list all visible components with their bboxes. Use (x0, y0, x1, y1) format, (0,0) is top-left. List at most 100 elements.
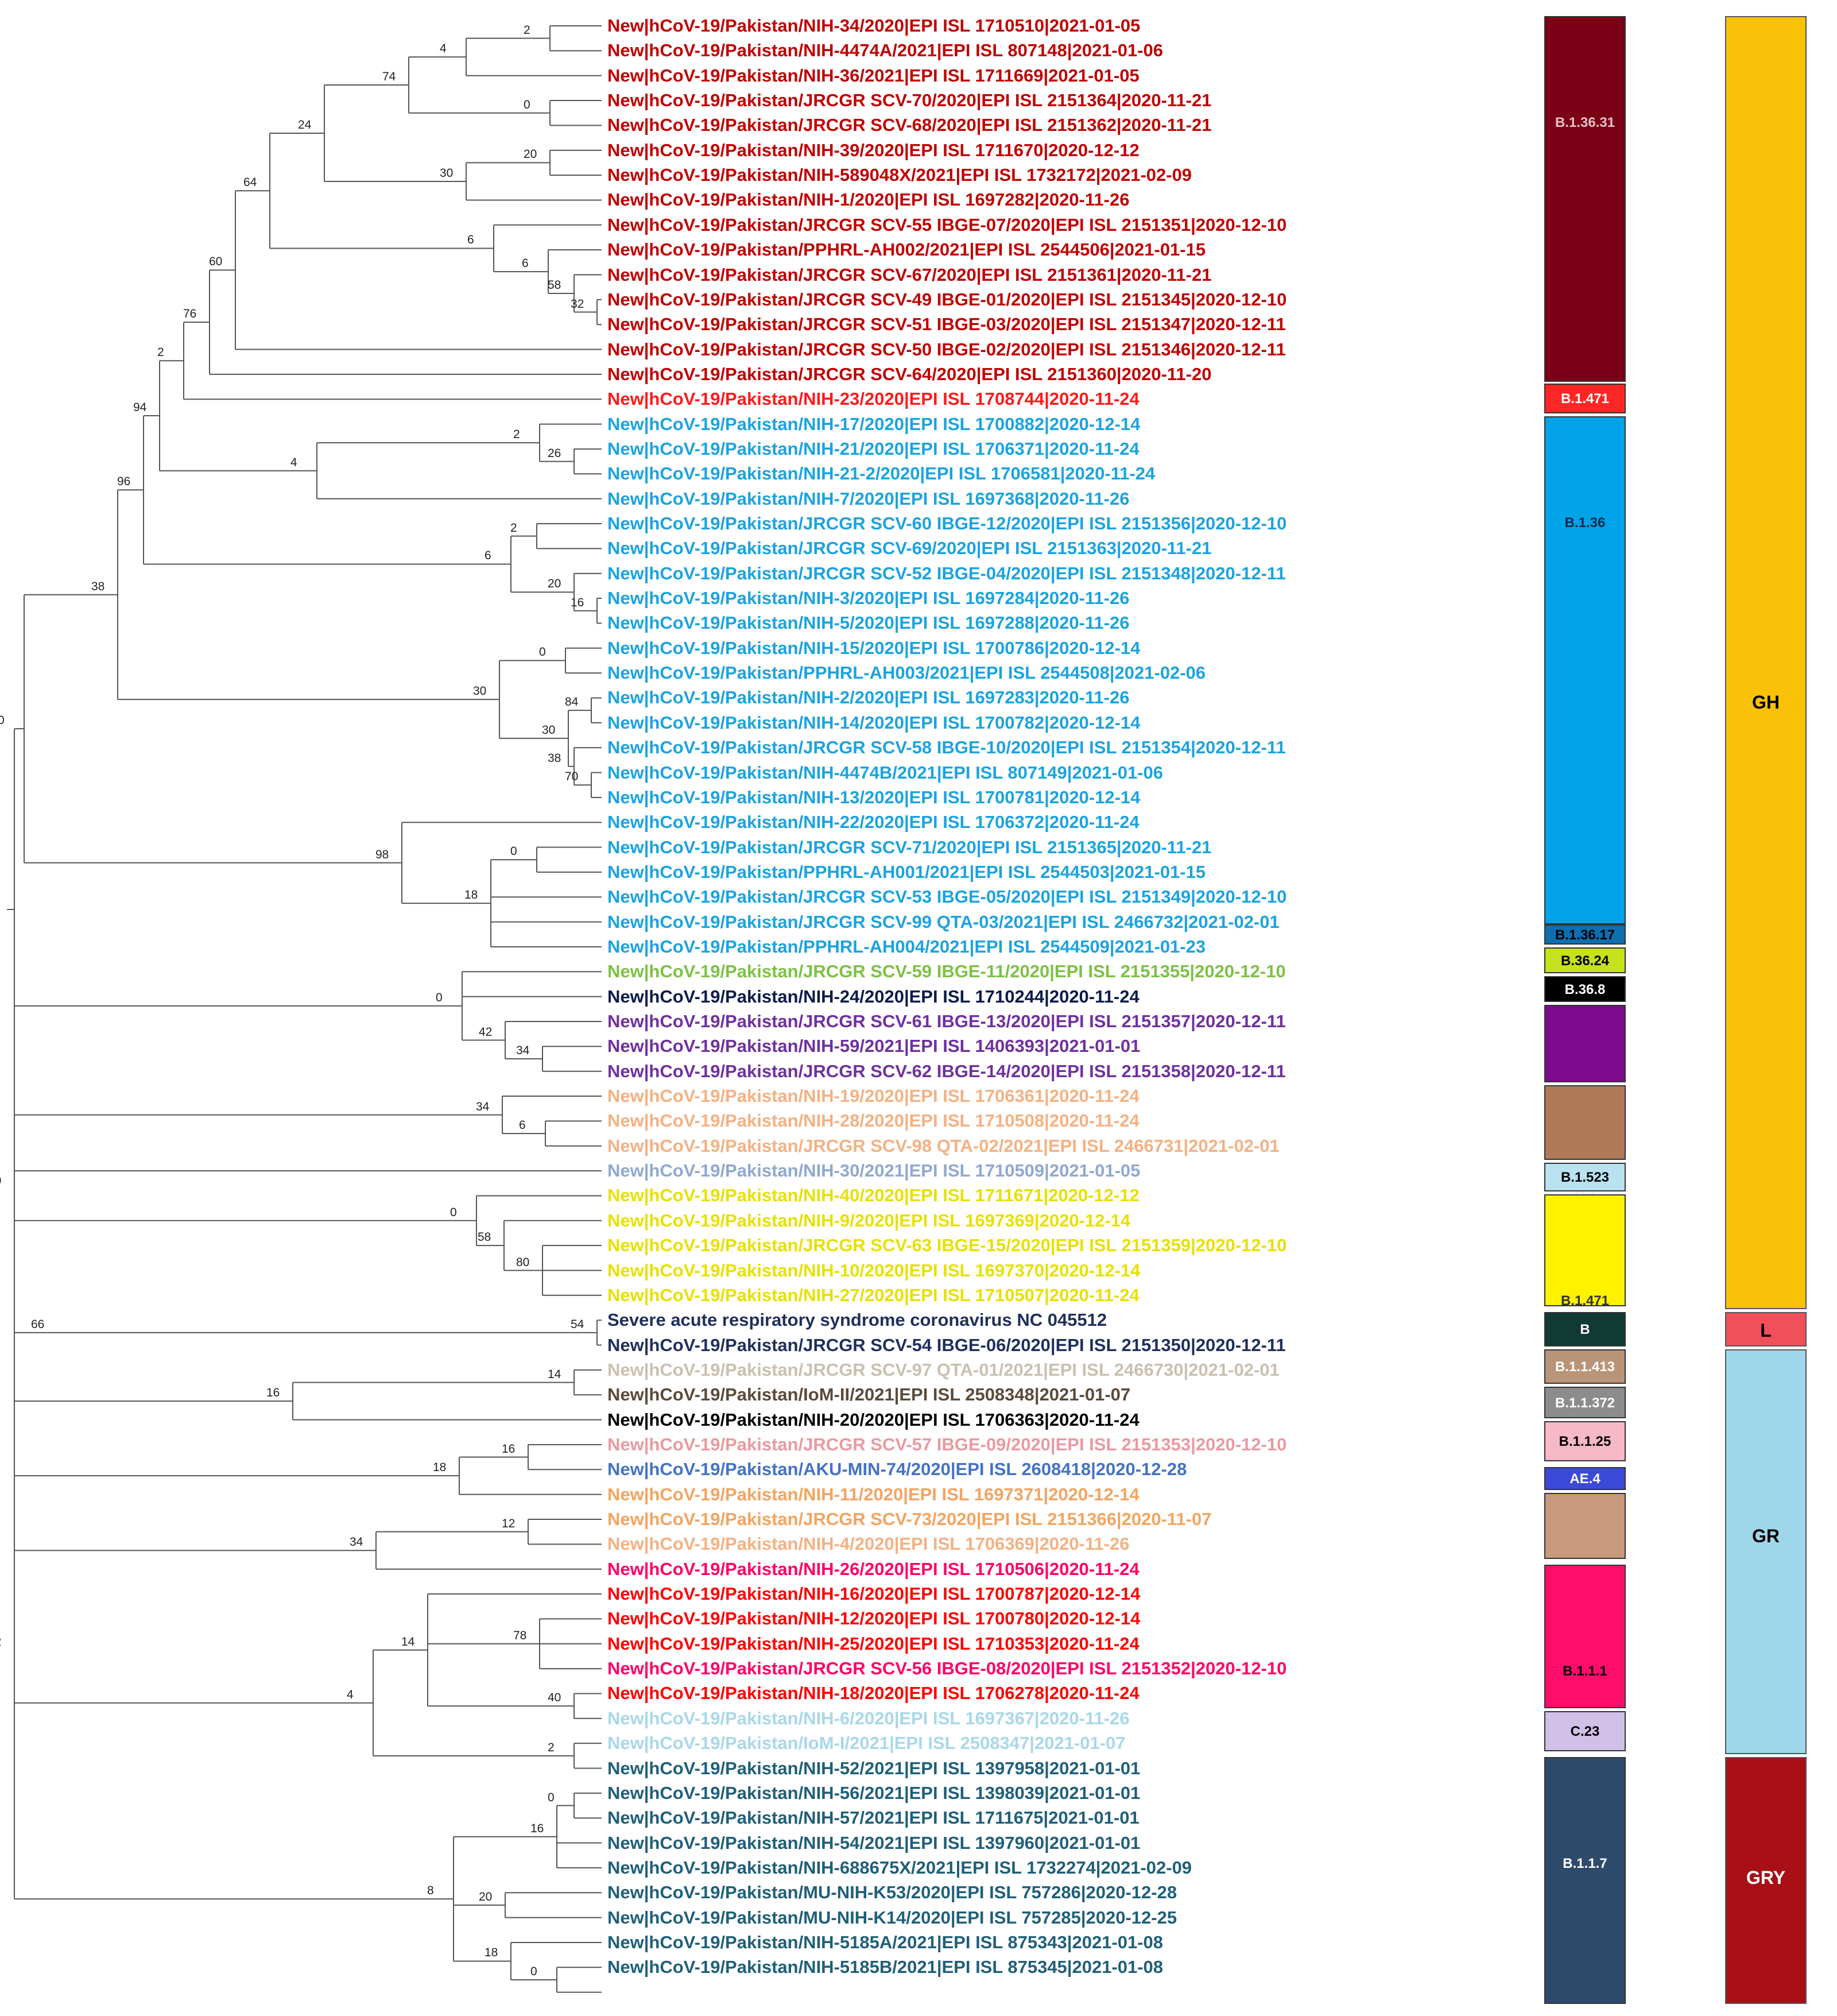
bootstrap-value: 30 (473, 684, 487, 698)
taxon-label: New|hCoV-19/Pakistan/IoM-I/2021|EPI ISL … (607, 1733, 1126, 1754)
lineage-block: B.1.1.372 (1544, 1387, 1626, 1418)
bootstrap-value: 30 (542, 723, 556, 737)
bootstrap-value: 96 (117, 475, 131, 489)
taxon-label: New|hCoV-19/Pakistan/JRCGR SCV-67/2020|E… (607, 264, 1212, 285)
bootstrap-value: 80 (516, 1255, 530, 1269)
taxon-label: New|hCoV-19/Pakistan/NIH-688675X/2021|EP… (607, 1857, 1192, 1878)
lineage-block: B (1544, 1312, 1626, 1346)
lineage-block: B.1.1 (1544, 1493, 1626, 1607)
taxon-label: New|hCoV-19/Pakistan/JRCGR SCV-57 IBGE-0… (607, 1434, 1287, 1454)
taxon-label: New|hCoV-19/Pakistan/NIH-5185B/2021|EPI … (607, 1957, 1164, 1978)
bootstrap-value: 94 (133, 401, 147, 415)
bootstrap-value: 0 (450, 1205, 457, 1219)
taxon-label: New|hCoV-19/Pakistan/JRCGR SCV-63 IBGE-1… (607, 1235, 1287, 1256)
taxon-label: New|hCoV-19/Pakistan/NIH-28/2020|EPI ISL… (607, 1110, 1140, 1131)
bootstrap-value: 34 (476, 1100, 490, 1113)
taxon-label: Severe acute respiratory syndrome corona… (607, 1310, 1107, 1330)
taxon-label: New|hCoV-19/Pakistan/JRCGR SCV-52 IBGE-0… (607, 563, 1286, 583)
lineage-block: AE.4 (1544, 1467, 1626, 1490)
bootstrap-value: 18 (433, 1461, 447, 1475)
bootstrap-value: 64 (243, 176, 257, 189)
bootstrap-value: 0 (530, 1964, 537, 1978)
taxon-label: New|hCoV-19/Pakistan/NIH-22/2020|EPI ISL… (607, 812, 1140, 833)
taxon-label: New|hCoV-19/Pakistan/NIH-15/2020|EPI ISL… (607, 637, 1141, 658)
lineage-label: B.1.523 (1560, 1170, 1610, 1185)
bootstrap-value: 6 (467, 233, 474, 247)
lineage-label: B.1.1.7 (1563, 1856, 1607, 1871)
bootstrap-value: 38 (91, 579, 105, 593)
taxon-label: New|hCoV-19/Pakistan/MU-NIH-K53/2020|EPI… (607, 1882, 1177, 1903)
bootstrap-value: 70 (565, 770, 579, 784)
lineage-label: C.23 (1570, 1724, 1600, 1739)
taxon-label: New|hCoV-19/Pakistan/NIH-10/2020|EPI ISL… (607, 1260, 1141, 1280)
taxon-label: New|hCoV-19/Pakistan/PPHRL-AH002/2021|EP… (607, 239, 1206, 260)
bootstrap-value: 14 (401, 1635, 415, 1649)
taxon-label: New|hCoV-19/Pakistan/JRCGR SCV-69/2020|E… (607, 538, 1212, 559)
taxon-label: New|hCoV-19/Pakistan/JRCGR SCV-62 IBGE-1… (607, 1061, 1286, 1081)
taxon-label: New|hCoV-19/Pakistan/AKU-MIN-74/2020|EPI… (607, 1459, 1187, 1480)
lineage-block: B.1.1.1 (1544, 1565, 1626, 1708)
bootstrap-value: 78 (513, 1628, 527, 1642)
taxon-label: New|hCoV-19/Pakistan/NIH-26/2020|EPI ISL… (607, 1558, 1140, 1579)
taxon-label: New|hCoV-19/Pakistan/NIH-52/2021|EPI ISL… (607, 1758, 1141, 1778)
taxon-label: New|hCoV-19/Pakistan/NIH-20/2020|EPI ISL… (607, 1409, 1140, 1430)
taxon-label: New|hCoV-19/Pakistan/IoM-II/2021|EPI ISL… (607, 1384, 1131, 1405)
taxon-label: New|hCoV-19/Pakistan/JRCGR SCV-59 IBGE-1… (607, 961, 1286, 982)
bootstrap-value: 16 (266, 1386, 280, 1400)
taxon-label: New|hCoV-19/Pakistan/NIH-5/2020|EPI ISL … (607, 613, 1130, 633)
lineage-label: B.1.471 (1560, 391, 1610, 407)
bootstrap-value: 26 (548, 446, 561, 460)
lineage-block: C.23 (1544, 1711, 1626, 1751)
bootstrap-value: 42 (479, 1025, 493, 1039)
bootstrap-value: 0 (436, 990, 443, 1004)
taxon-label: New|hCoV-19/Pakistan/NIH-59/2021|EPI ISL… (607, 1036, 1141, 1057)
taxon-label: New|hCoV-19/Pakistan/NIH-21-2/2020|EPI I… (607, 463, 1156, 484)
taxon-label: New|hCoV-19/Pakistan/NIH-21/2020|EPI ISL… (607, 438, 1140, 459)
bootstrap-value: 2 (548, 1740, 555, 1754)
bootstrap-value: 60 (209, 255, 223, 269)
taxon-label: New|hCoV-19/Pakistan/PPHRL-AH004/2021|EP… (607, 936, 1206, 957)
bootstrap-value: 0 (0, 714, 5, 728)
bootstrap-value: 66 (31, 1317, 45, 1331)
taxon-label: New|hCoV-19/Pakistan/JRCGR SCV-60 IBGE-1… (607, 513, 1287, 533)
bootstrap-value: 58 (548, 278, 561, 292)
taxon-label: New|hCoV-19/Pakistan/NIH-34/2020|EPI ISL… (607, 16, 1141, 36)
taxon-label: New|hCoV-19/Pakistan/NIH-9/2020|EPI ISL … (607, 1210, 1131, 1231)
clade-block: GRY (1725, 1757, 1807, 2004)
taxon-label: New|hCoV-19/Pakistan/NIH-17/2020|EPI ISL… (607, 413, 1141, 434)
taxon-label: New|hCoV-19/Pakistan/NIH-4474A/2021|EPI … (607, 40, 1164, 61)
clade-block: GH (1725, 16, 1807, 1309)
lineage-block: B.1.36.31 (1544, 16, 1626, 382)
taxon-label: New|hCoV-19/Pakistan/JRCGR SCV-71/2020|E… (607, 837, 1212, 857)
taxon-label: New|hCoV-19/Pakistan/NIH-12/2020|EPI ISL… (607, 1608, 1141, 1629)
lineage-label: B (1580, 1322, 1590, 1337)
bootstrap-value: 32 (571, 297, 584, 311)
taxon-label: New|hCoV-19/Pakistan/NIH-39/2020|EPI ISL… (607, 140, 1140, 160)
bootstrap-value: 84 (565, 695, 579, 709)
bootstrap-value: 16 (530, 1821, 544, 1835)
lineage-label: AE.4 (1569, 1471, 1600, 1487)
taxon-label: New|hCoV-19/Pakistan/JRCGR SCV-54 IBGE-0… (607, 1334, 1286, 1355)
lineage-block: B.1.1.25 (1544, 1421, 1626, 1461)
bootstrap-value: 2 (157, 346, 164, 359)
taxon-label: New|hCoV-19/Pakistan/JRCGR SCV-50 IBGE-0… (607, 339, 1286, 359)
taxon-label: New|hCoV-19/Pakistan/JRCGR SCV-70/2020|E… (607, 90, 1212, 111)
lineage-label: B.36.8 (1564, 981, 1606, 997)
lineage-label: B.1.1.25 (1559, 1434, 1611, 1449)
bootstrap-value: 2 (510, 521, 517, 535)
taxon-label: New|hCoV-19/Pakistan/NIH-4474B/2021|EPI … (607, 762, 1164, 783)
bootstrap-value: 52 (0, 1635, 1, 1649)
taxon-label: New|hCoV-19/Pakistan/NIH-24/2020|EPI ISL… (607, 986, 1140, 1007)
taxon-label: New|hCoV-19/Pakistan/JRCGR SCV-56 IBGE-0… (607, 1658, 1287, 1679)
bootstrap-value: 16 (502, 1442, 516, 1456)
lineage-block: B.1 (1544, 1085, 1626, 1199)
bootstrap-value: 38 (548, 751, 561, 765)
taxon-label: New|hCoV-19/Pakistan/NIH-57/2021|EPI ISL… (607, 1808, 1140, 1828)
taxon-label: New|hCoV-19/Pakistan/NIH-7/2020|EPI ISL … (607, 488, 1130, 509)
taxon-label: New|hCoV-19/Pakistan/NIH-589048X/2021|EP… (607, 165, 1192, 185)
taxon-label: New|hCoV-19/Pakistan/NIH-2/2020|EPI ISL … (607, 687, 1130, 708)
bootstrap-value: 6 (519, 1119, 526, 1132)
bootstrap-value: 98 (375, 848, 389, 861)
bootstrap-value: 74 (382, 69, 396, 83)
lineage-label: B.1.471 (1560, 1293, 1610, 1309)
